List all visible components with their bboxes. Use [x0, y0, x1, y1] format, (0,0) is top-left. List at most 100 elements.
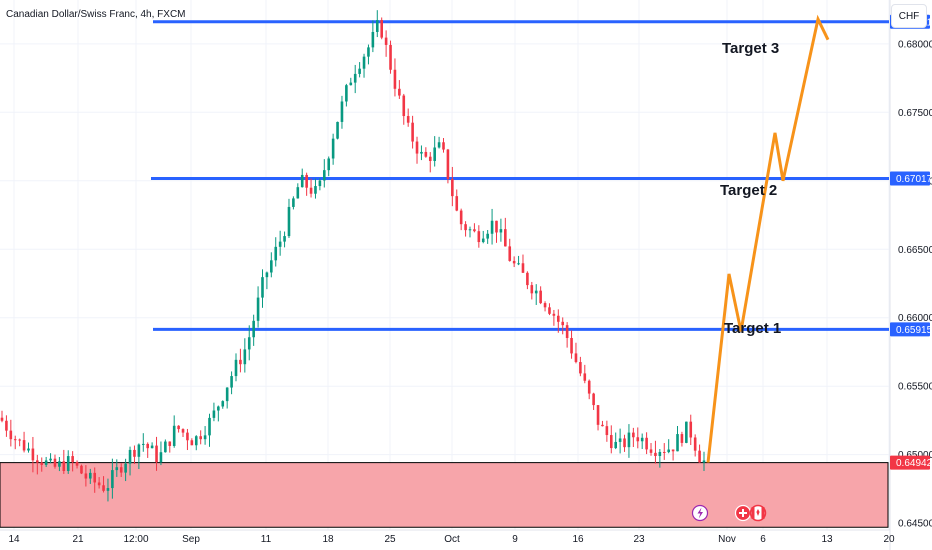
candle-body — [543, 303, 547, 308]
plus-icon[interactable] — [734, 504, 752, 522]
candle-body — [437, 142, 441, 148]
candle-body — [680, 434, 684, 443]
candle-body — [300, 174, 304, 188]
candle-body — [93, 472, 97, 483]
candle-body — [53, 458, 57, 467]
candle-body — [561, 321, 565, 326]
candle-body — [208, 417, 211, 436]
candle-body — [5, 420, 8, 431]
candle-body — [36, 460, 39, 463]
event-icons — [691, 504, 767, 522]
candle-body — [217, 406, 220, 411]
candle-body — [230, 376, 233, 388]
candle-body — [274, 246, 278, 261]
candle-body — [526, 272, 529, 286]
candle-body — [181, 429, 185, 433]
x-tick-label: 21 — [72, 534, 84, 545]
candle-body — [548, 307, 551, 314]
candle-body — [247, 337, 251, 350]
candle-body — [521, 263, 525, 273]
candle-body — [40, 462, 44, 465]
candle-body — [632, 432, 635, 438]
candle-body — [402, 95, 406, 117]
candle-body — [442, 142, 445, 150]
candle-body — [243, 349, 247, 365]
time-axis: 14 21 12:00 Sep 11 18 25 Oct 9 16 23 Nov 6 13 20 — [0, 529, 895, 545]
x-tick-label: 6 — [760, 534, 766, 545]
candle-body — [649, 449, 653, 453]
candle-body — [671, 449, 675, 452]
candle-body — [212, 410, 216, 418]
candle-body — [689, 421, 693, 438]
candle-body — [194, 436, 198, 446]
candle-body — [574, 353, 578, 363]
candle-body — [534, 290, 538, 294]
candle-body — [119, 467, 123, 473]
candle-body — [71, 456, 74, 463]
target-label: Target 3 — [722, 40, 779, 57]
candle-body — [618, 438, 622, 442]
candle-body — [384, 37, 388, 45]
candle-body — [358, 68, 361, 74]
candle-body — [172, 425, 176, 446]
x-tick-label: 25 — [384, 534, 396, 545]
x-tick-label: 11 — [261, 534, 272, 545]
lightning-bolt — [697, 507, 703, 519]
candle-body — [557, 315, 560, 322]
y-tick-label: 0.64500 — [898, 519, 932, 530]
level-price-tag-label: 0.65915 — [896, 325, 932, 336]
candle-body — [667, 449, 670, 453]
candles — [0, 10, 706, 502]
candle-body — [645, 437, 648, 450]
candle-body — [97, 482, 101, 486]
candle-body — [9, 430, 13, 440]
target-labels: Target 3 Target 2 Target 1 — [720, 40, 781, 337]
candle-body — [199, 436, 202, 440]
candle-body — [168, 441, 172, 446]
candle-body — [685, 421, 688, 443]
candle-body — [102, 485, 105, 491]
projection-path — [706, 14, 830, 463]
x-tick-label: Sep — [182, 534, 200, 545]
candle-body — [278, 241, 282, 247]
candle-body — [446, 149, 450, 179]
candle-body — [18, 439, 21, 441]
candle-body — [22, 440, 26, 451]
candle-body — [627, 432, 631, 448]
candle-body — [481, 238, 485, 243]
candle-body — [411, 122, 414, 142]
candle-body — [609, 435, 613, 449]
candle-body — [190, 440, 194, 446]
candle-body — [164, 441, 167, 453]
candle-body — [62, 461, 66, 472]
candle-body — [605, 426, 609, 436]
candle-body — [239, 359, 242, 365]
candle-body — [13, 439, 17, 441]
candle-body — [261, 277, 264, 298]
candle-body — [698, 450, 701, 463]
candle-body — [583, 373, 587, 381]
candle-body — [265, 272, 269, 278]
candle-body — [296, 187, 300, 199]
currency-button[interactable]: CHF — [891, 4, 927, 28]
candle-body — [464, 224, 467, 231]
candle-body — [80, 465, 83, 474]
candle-body — [49, 458, 52, 461]
candle-body — [292, 198, 295, 207]
lightning-icon[interactable] — [691, 504, 709, 522]
candle-body — [693, 437, 697, 451]
candle-body — [468, 229, 472, 231]
canada-flag-icon[interactable] — [749, 504, 767, 522]
candle-body — [314, 186, 317, 194]
candle-body — [676, 434, 679, 452]
candle-body — [451, 178, 454, 197]
y-tick-label: 0.66000 — [898, 313, 932, 324]
candle-body — [565, 325, 569, 338]
candle-body — [345, 85, 348, 102]
x-tick-label: 9 — [512, 534, 518, 545]
zone-price-tag — [890, 455, 930, 470]
y-tick-label: 0.65500 — [898, 382, 932, 393]
x-tick-label: 23 — [633, 534, 645, 545]
candle-body — [252, 320, 255, 338]
